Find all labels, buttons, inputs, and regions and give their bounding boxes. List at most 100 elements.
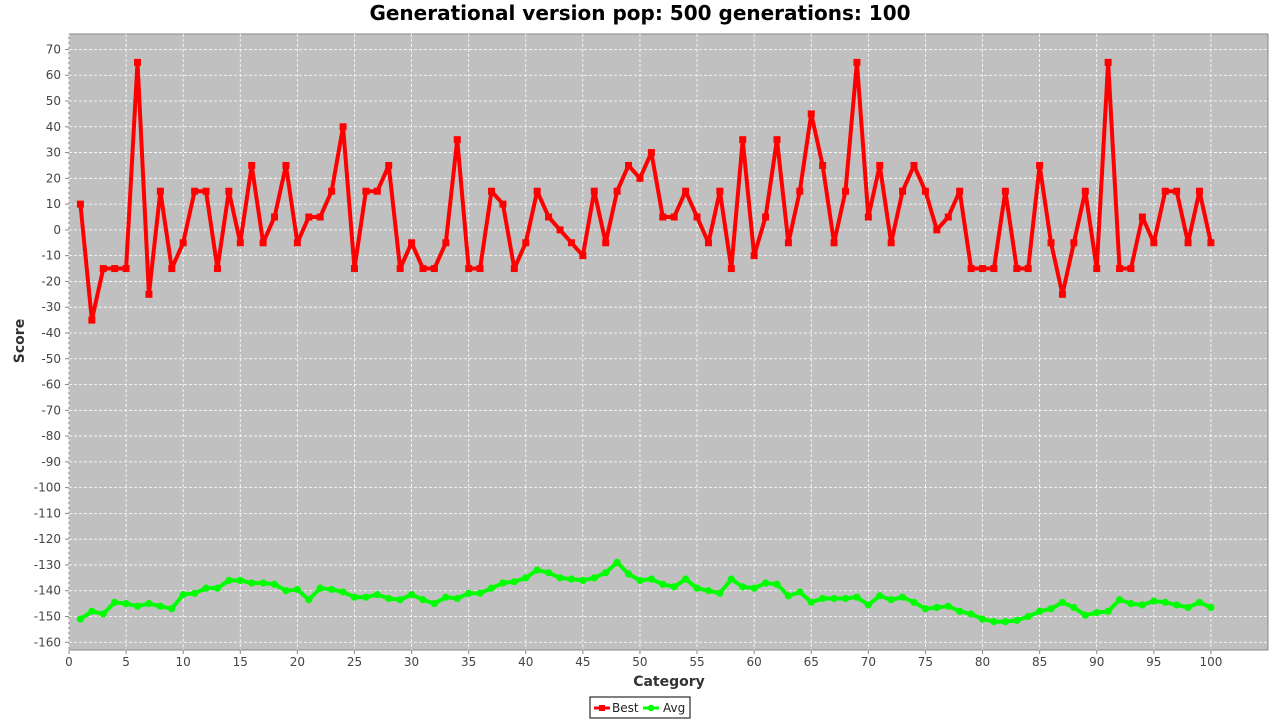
best-point — [1036, 161, 1044, 169]
best-point — [122, 265, 130, 273]
avg-point — [1207, 603, 1215, 612]
y-tick-label: 40 — [46, 120, 61, 134]
best-point — [1001, 187, 1009, 195]
avg-point — [328, 585, 336, 594]
avg-point — [145, 600, 153, 608]
best-point — [522, 239, 530, 247]
x-tick-label: 65 — [804, 655, 819, 669]
x-tick-label: 70 — [861, 655, 876, 669]
avg-point — [1173, 601, 1181, 609]
y-tick-label: -70 — [41, 403, 61, 417]
best-point — [1207, 239, 1215, 247]
best-point — [465, 265, 473, 273]
best-point — [88, 316, 96, 324]
legend-avg-marker — [647, 704, 655, 712]
best-point — [1127, 265, 1135, 273]
avg-point — [487, 584, 496, 592]
avg-point — [339, 588, 347, 596]
x-tick-label: 60 — [747, 655, 762, 669]
best-point — [305, 213, 313, 221]
avg-point — [624, 570, 633, 578]
avg-point — [476, 589, 484, 597]
avg-point — [830, 594, 838, 603]
best-point — [350, 265, 358, 273]
avg-point — [1081, 611, 1089, 619]
y-tick-label: -120 — [34, 532, 61, 546]
best-point — [134, 58, 142, 66]
avg-point — [1013, 616, 1021, 624]
avg-point — [293, 585, 301, 594]
best-point — [385, 161, 393, 169]
best-point — [179, 239, 187, 247]
grid-lines — [68, 34, 1268, 650]
best-point — [396, 265, 404, 273]
y-tick-label: -20 — [41, 274, 61, 288]
x-tick-label: 10 — [176, 655, 191, 669]
best-point — [967, 265, 975, 273]
x-tick-label: 55 — [689, 655, 704, 669]
y-tick-label: -130 — [34, 558, 61, 572]
avg-point — [841, 594, 850, 603]
avg-point — [385, 594, 393, 603]
avg-point — [898, 593, 907, 601]
best-point — [1138, 213, 1146, 221]
avg-point — [670, 583, 678, 591]
best-point — [271, 213, 279, 221]
avg-point — [99, 610, 107, 618]
avg-point — [1195, 598, 1204, 606]
best-point — [316, 213, 324, 221]
avg-point — [761, 579, 770, 587]
x-tick-label: 30 — [404, 655, 419, 669]
best-point — [236, 239, 244, 247]
avg-point — [864, 601, 872, 609]
best-point — [168, 265, 176, 273]
avg-point — [419, 596, 427, 604]
best-point — [1024, 265, 1032, 273]
avg-point — [693, 584, 701, 592]
avg-point — [647, 575, 655, 583]
avg-point — [1161, 598, 1169, 606]
x-tick-label: 25 — [347, 655, 362, 669]
y-tick-label: 20 — [46, 171, 61, 185]
best-point — [773, 136, 781, 144]
best-point — [636, 174, 644, 182]
best-point — [1058, 290, 1066, 298]
best-point — [590, 187, 598, 195]
best-point — [111, 265, 119, 273]
avg-point — [259, 579, 267, 587]
y-tick-label: -50 — [41, 352, 61, 366]
best-point — [944, 213, 952, 221]
avg-point — [510, 578, 518, 586]
y-tick-label: 10 — [46, 197, 61, 211]
avg-point — [978, 615, 987, 623]
best-point — [293, 239, 301, 247]
best-point — [602, 239, 610, 247]
best-point — [1047, 239, 1055, 247]
best-point — [1093, 265, 1101, 273]
avg-point — [1070, 603, 1078, 612]
avg-point — [921, 605, 930, 613]
avg-point — [499, 579, 507, 587]
best-point — [910, 161, 918, 169]
avg-point — [465, 589, 473, 597]
y-tick-label: -40 — [41, 326, 61, 340]
avg-point — [1001, 618, 1009, 626]
avg-point — [133, 602, 142, 610]
avg-point — [1184, 603, 1192, 612]
y-tick-label: -150 — [34, 609, 61, 623]
avg-point — [819, 594, 827, 603]
best-point — [259, 239, 267, 247]
best-point — [579, 252, 587, 260]
best-point — [762, 213, 770, 221]
best-point — [956, 187, 964, 195]
avg-point — [430, 600, 439, 608]
avg-point — [407, 590, 416, 599]
best-point — [887, 239, 895, 247]
best-point — [727, 265, 735, 273]
legend-box — [589, 696, 691, 719]
x-tick-label: 0 — [65, 655, 73, 669]
best-point — [807, 110, 815, 118]
best-point — [704, 239, 712, 247]
avg-point — [248, 579, 256, 587]
